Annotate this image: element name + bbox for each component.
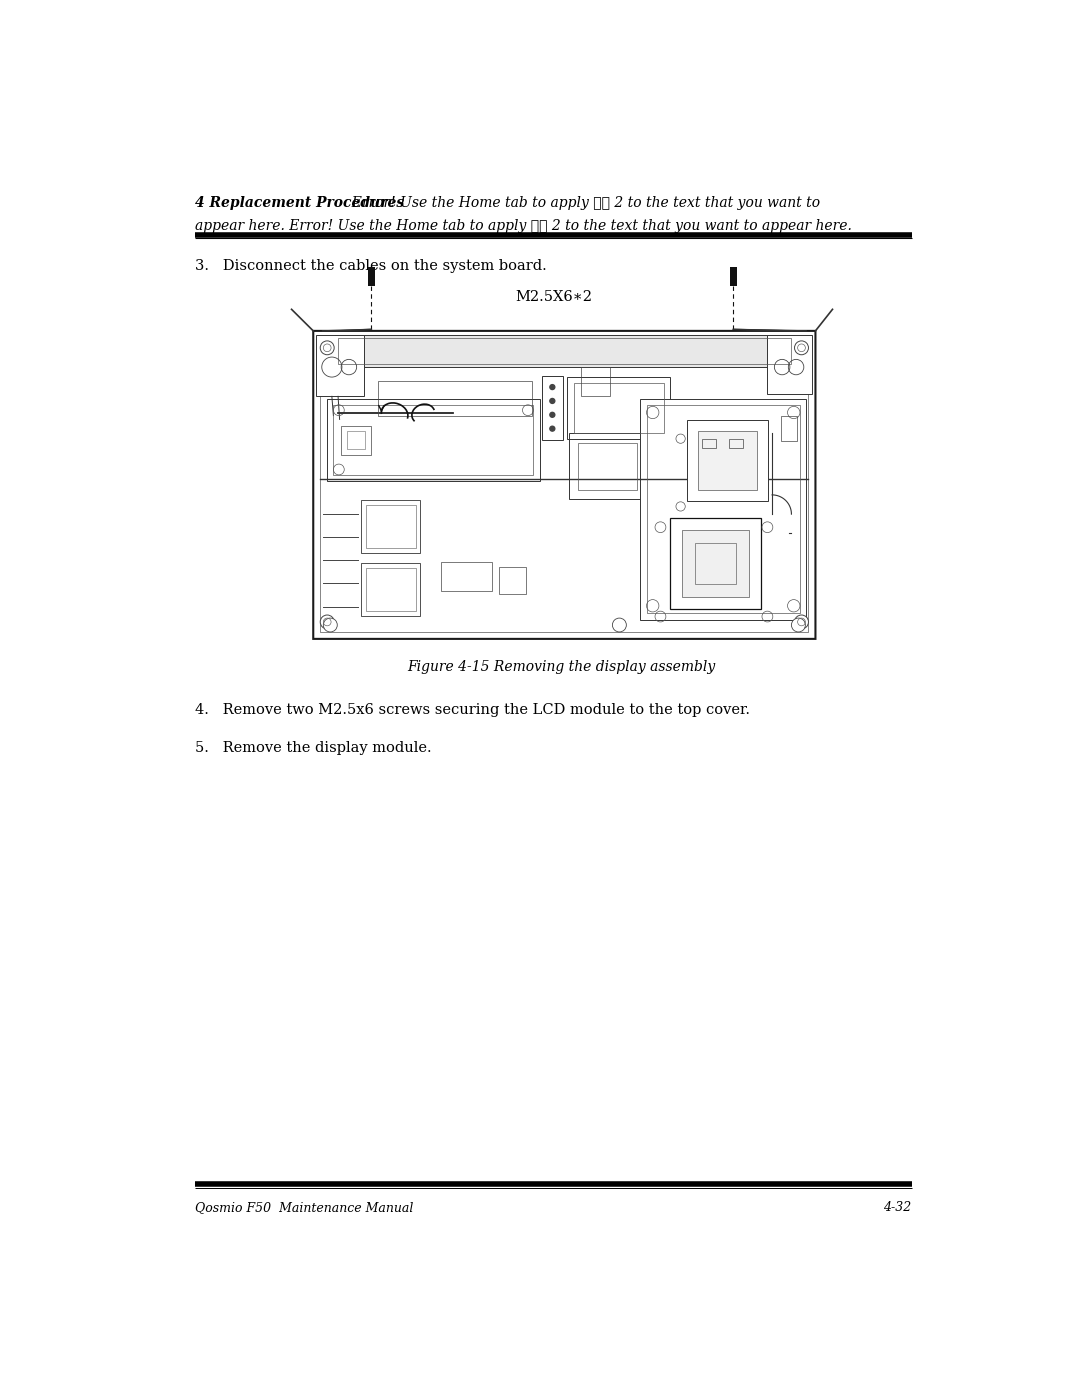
Text: Figure 4-15 Removing the display assembly: Figure 4-15 Removing the display assembl… <box>407 661 715 675</box>
Bar <box>698 432 757 490</box>
Circle shape <box>612 617 626 631</box>
Circle shape <box>321 341 334 355</box>
Bar <box>362 563 420 616</box>
Bar <box>362 500 420 553</box>
Bar <box>581 367 610 397</box>
Bar <box>347 432 365 450</box>
Bar <box>573 383 663 433</box>
Bar <box>702 439 716 448</box>
Bar <box>338 338 791 365</box>
Circle shape <box>550 384 555 390</box>
Text: Qosmio F50  Maintenance Manual: Qosmio F50 Maintenance Manual <box>195 1201 414 1214</box>
Bar <box>335 335 794 367</box>
Bar <box>341 426 370 455</box>
Circle shape <box>550 426 555 432</box>
Text: M2.5X6∗2: M2.5X6∗2 <box>515 291 592 305</box>
Text: 3.   Disconnect the cables on the system board.: 3. Disconnect the cables on the system b… <box>195 260 548 274</box>
Bar <box>670 518 761 609</box>
Bar <box>729 439 743 448</box>
Bar <box>578 443 637 489</box>
Circle shape <box>323 617 337 631</box>
Circle shape <box>792 617 806 631</box>
Bar <box>327 398 540 481</box>
Bar <box>316 335 364 397</box>
Bar <box>683 531 748 597</box>
Bar <box>640 398 806 620</box>
Circle shape <box>795 615 809 629</box>
Text: 4.   Remove two M2.5x6 screws securing the LCD module to the top cover.: 4. Remove two M2.5x6 screws securing the… <box>195 703 751 717</box>
Bar <box>647 405 800 613</box>
Bar <box>368 267 375 286</box>
Bar <box>366 569 416 610</box>
Bar <box>730 267 737 286</box>
Circle shape <box>795 341 809 355</box>
Bar <box>781 416 797 441</box>
Bar <box>542 376 563 440</box>
Bar <box>366 504 416 548</box>
Bar <box>687 420 768 502</box>
Text: 4-32: 4-32 <box>883 1201 912 1214</box>
Text: Error! Use the Home tab to apply 標題 2 to the text that you want to: Error! Use the Home tab to apply 標題 2 to… <box>342 196 820 210</box>
Circle shape <box>321 615 334 629</box>
Bar <box>334 405 534 475</box>
Bar <box>694 542 737 584</box>
Circle shape <box>550 412 555 418</box>
Bar <box>567 377 670 439</box>
Text: appear here. Error! Use the Home tab to apply 標題 2 to the text that you want to : appear here. Error! Use the Home tab to … <box>195 219 852 233</box>
Bar <box>569 433 647 499</box>
Bar <box>767 335 812 394</box>
FancyBboxPatch shape <box>313 331 815 638</box>
Circle shape <box>550 398 555 404</box>
Bar <box>378 381 531 415</box>
Bar <box>499 567 526 594</box>
Bar <box>321 338 809 631</box>
Bar <box>441 562 491 591</box>
Text: 4 Replacement Procedures: 4 Replacement Procedures <box>195 196 405 210</box>
Text: 5.   Remove the display module.: 5. Remove the display module. <box>195 742 432 756</box>
